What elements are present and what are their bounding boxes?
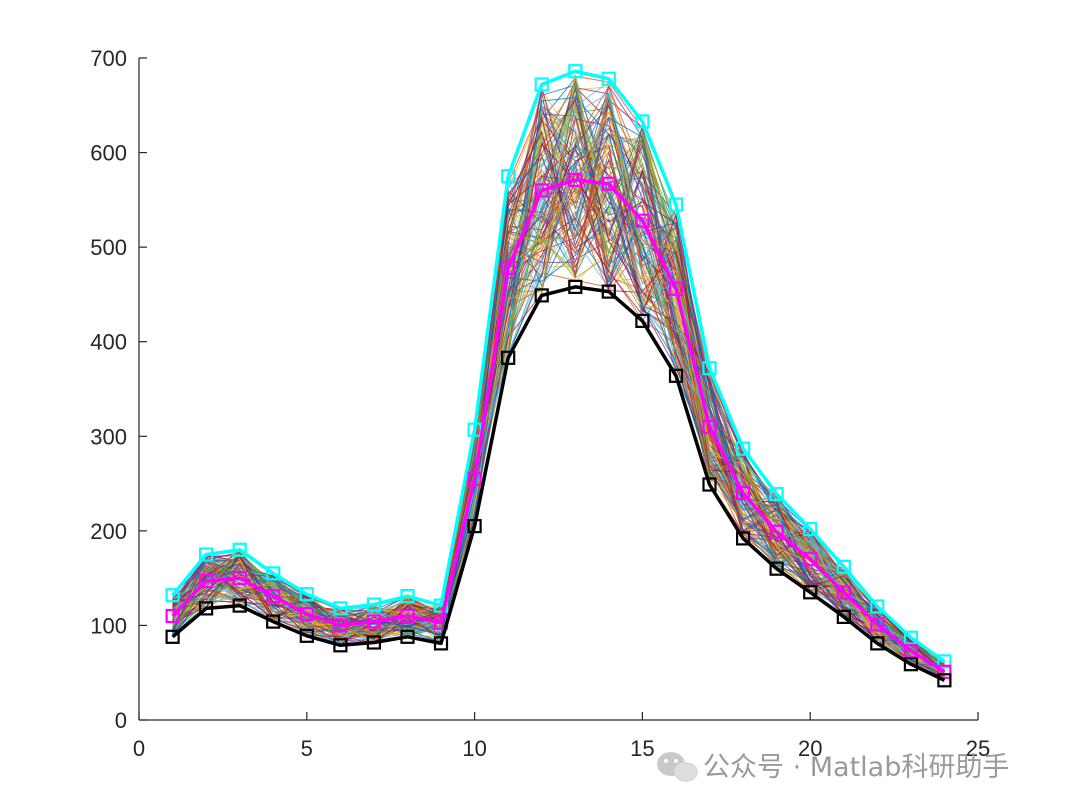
point-marker-max [769, 486, 784, 502]
series-mean [165, 172, 952, 679]
point-marker-min [433, 636, 449, 651]
point-marker-min [467, 518, 482, 534]
x-tick-label: 5 [301, 736, 313, 761]
point-marker-mean [601, 176, 616, 191]
point-marker-max [601, 71, 616, 86]
point-marker-min [937, 673, 952, 688]
point-marker-max [568, 64, 583, 79]
point-marker-max [937, 654, 952, 669]
ensemble-lines [172, 74, 945, 681]
point-marker-mean [501, 260, 516, 275]
point-marker-min [668, 368, 684, 383]
point-marker-mean [769, 524, 784, 539]
point-marker-max [668, 197, 684, 212]
point-marker-min [400, 629, 415, 644]
point-marker-max [266, 566, 281, 581]
point-marker-max [836, 559, 851, 574]
x-tick-label: 15 [630, 736, 654, 761]
wechat-icon [657, 752, 698, 782]
point-marker-min [333, 638, 348, 653]
ensemble-line [172, 144, 945, 672]
point-marker-max [702, 361, 717, 376]
point-marker-mean [165, 608, 180, 624]
point-marker-mean [199, 573, 214, 589]
point-marker-mean [803, 552, 818, 567]
point-marker-min [769, 561, 784, 576]
point-marker-max [199, 547, 214, 562]
point-marker-min [601, 284, 616, 299]
point-marker-min [366, 635, 381, 650]
point-marker-min [803, 585, 818, 600]
point-marker-mean [366, 614, 381, 629]
watermark-text: 公众号 · Matlab科研助手 [703, 752, 1009, 783]
point-marker-mean [735, 485, 751, 501]
point-marker-max [735, 441, 751, 456]
point-marker-mean [467, 471, 482, 486]
point-marker-min [635, 313, 650, 328]
point-marker-max [467, 422, 482, 437]
point-marker-min [702, 477, 717, 492]
series-max [165, 64, 952, 669]
y-tick-label: 500 [90, 235, 127, 260]
point-marker-min [232, 598, 247, 613]
x-tick-label: 0 [133, 736, 145, 761]
point-marker-max [903, 630, 919, 645]
point-marker-max [870, 599, 885, 614]
point-marker-max [534, 77, 549, 92]
point-marker-max [366, 597, 381, 612]
x-tick-label: 25 [966, 736, 990, 761]
point-marker-max [333, 601, 348, 616]
series-min [165, 279, 952, 688]
point-marker-min [870, 636, 885, 651]
point-marker-mean [836, 585, 851, 600]
point-marker-max [433, 598, 449, 613]
point-marker-min [299, 628, 314, 643]
point-marker-mean [668, 281, 684, 296]
point-marker-mean [299, 606, 314, 622]
y-tick-label: 100 [90, 613, 127, 638]
point-marker-min [199, 601, 214, 616]
point-marker-min [903, 657, 919, 672]
point-marker-max [635, 114, 650, 129]
series-line-min [171, 285, 946, 682]
watermark: 公众号 · Matlab科研助手 [657, 752, 1009, 783]
point-marker-max [299, 587, 314, 602]
point-marker-mean [266, 588, 281, 604]
point-marker-max [232, 542, 247, 557]
point-marker-mean [903, 643, 919, 659]
axes: 0 100 200 300 400 500 600 700 0 5 10 15 20 25 [90, 46, 990, 761]
point-marker-mean [568, 172, 583, 188]
point-marker-mean [232, 570, 247, 586]
point-marker-min [568, 279, 583, 294]
y-tick-label: 0 [115, 708, 127, 733]
point-marker-min [501, 350, 516, 365]
y-tick-label: 600 [90, 141, 127, 166]
point-marker-max [165, 588, 180, 603]
x-tick-label: 10 [462, 736, 486, 761]
point-marker-min [534, 288, 549, 303]
x-tick-label: 20 [798, 736, 822, 761]
summary-series [165, 64, 952, 688]
point-marker-min [836, 609, 851, 625]
point-marker-mean [702, 419, 717, 434]
point-marker-max [400, 588, 415, 604]
point-marker-max [501, 169, 516, 184]
point-marker-min [266, 614, 281, 629]
point-marker-mean [635, 213, 650, 228]
point-marker-min [735, 531, 751, 546]
y-tick-label: 700 [90, 46, 127, 71]
point-marker-mean [937, 664, 952, 679]
point-marker-mean [333, 618, 348, 633]
point-marker-mean [534, 183, 549, 198]
y-tick-label: 300 [90, 424, 127, 449]
point-marker-min [165, 629, 180, 644]
point-marker-max [803, 521, 818, 537]
point-marker-mean [870, 617, 885, 632]
point-marker-mean [400, 608, 415, 624]
y-tick-label: 200 [90, 519, 127, 544]
y-tick-label: 400 [90, 330, 127, 355]
